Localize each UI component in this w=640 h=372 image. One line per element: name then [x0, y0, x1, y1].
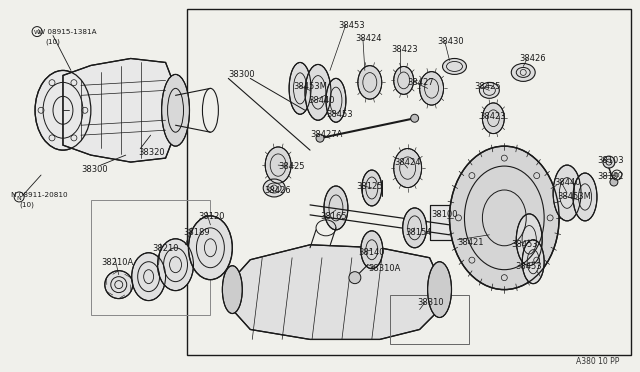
Circle shape: [610, 178, 618, 186]
Text: 38423: 38423: [479, 112, 506, 121]
Ellipse shape: [161, 74, 189, 146]
Ellipse shape: [573, 173, 597, 221]
Ellipse shape: [358, 65, 382, 99]
Ellipse shape: [132, 253, 166, 301]
Ellipse shape: [394, 148, 422, 187]
Ellipse shape: [420, 72, 444, 105]
Ellipse shape: [522, 240, 544, 283]
Text: 38300: 38300: [81, 165, 108, 174]
Text: (10): (10): [45, 39, 60, 45]
Circle shape: [105, 271, 132, 299]
Bar: [429, 205, 469, 240]
Text: 38320: 38320: [139, 148, 165, 157]
Text: (10): (10): [19, 202, 34, 208]
Ellipse shape: [511, 64, 535, 81]
Ellipse shape: [265, 147, 291, 183]
Ellipse shape: [305, 64, 331, 120]
Text: 38453: 38453: [326, 110, 353, 119]
Ellipse shape: [324, 186, 348, 230]
Text: 38423: 38423: [392, 45, 419, 54]
Text: A380 10 PP: A380 10 PP: [575, 357, 619, 366]
Bar: [186, 9, 631, 355]
Bar: [429, 205, 469, 240]
Ellipse shape: [263, 179, 285, 197]
Text: 38440: 38440: [308, 96, 335, 105]
Circle shape: [349, 272, 361, 283]
Text: 38427: 38427: [408, 78, 435, 87]
Text: 38310A: 38310A: [368, 264, 400, 273]
Text: 38426: 38426: [264, 186, 291, 195]
Text: 38102: 38102: [597, 172, 623, 181]
Circle shape: [411, 114, 419, 122]
Text: 38427A: 38427A: [310, 130, 342, 139]
Text: 38426: 38426: [519, 54, 546, 64]
Text: 38125: 38125: [356, 182, 382, 191]
Ellipse shape: [189, 216, 232, 280]
Text: W: W: [34, 30, 40, 35]
Text: 38189: 38189: [184, 228, 210, 237]
Bar: [390, 295, 469, 344]
Ellipse shape: [403, 208, 427, 248]
Text: 38440: 38440: [554, 178, 580, 187]
Ellipse shape: [483, 103, 504, 134]
Text: 38300: 38300: [228, 70, 255, 80]
Polygon shape: [232, 245, 440, 339]
Text: 38120: 38120: [198, 212, 225, 221]
Text: 38421: 38421: [458, 238, 484, 247]
Text: 38424: 38424: [355, 33, 381, 42]
Text: 38453: 38453: [515, 262, 542, 271]
Text: 38154: 38154: [406, 228, 432, 237]
Text: 38430: 38430: [438, 36, 464, 45]
Text: 38103: 38103: [597, 156, 623, 165]
Ellipse shape: [289, 62, 311, 114]
Text: 38425: 38425: [474, 82, 501, 92]
Ellipse shape: [449, 146, 559, 290]
Text: 38424: 38424: [395, 158, 421, 167]
Circle shape: [603, 156, 615, 168]
Ellipse shape: [516, 214, 542, 266]
Ellipse shape: [362, 170, 382, 206]
Ellipse shape: [326, 78, 346, 122]
Text: 38425: 38425: [278, 162, 305, 171]
Text: 38453: 38453: [338, 20, 365, 30]
Ellipse shape: [479, 82, 499, 98]
Ellipse shape: [222, 266, 243, 314]
Text: 38210: 38210: [152, 244, 179, 253]
Text: 38453M: 38453M: [557, 192, 591, 201]
Text: 38453M: 38453M: [293, 82, 327, 92]
Polygon shape: [63, 58, 175, 162]
Ellipse shape: [157, 239, 193, 291]
Text: 38210A: 38210A: [101, 258, 133, 267]
Bar: [91, 200, 211, 314]
Ellipse shape: [553, 165, 581, 221]
Text: W 08915-1381A: W 08915-1381A: [38, 29, 97, 35]
Ellipse shape: [361, 231, 383, 269]
Text: 38140: 38140: [358, 248, 385, 257]
Text: 38100: 38100: [431, 210, 458, 219]
Text: N 08911-20810: N 08911-20810: [11, 192, 68, 198]
Text: N: N: [16, 196, 21, 201]
Ellipse shape: [428, 262, 451, 318]
Text: 38453: 38453: [511, 240, 538, 249]
Text: 38310: 38310: [418, 298, 444, 307]
Ellipse shape: [35, 70, 91, 150]
Text: 38165: 38165: [320, 212, 347, 221]
Ellipse shape: [442, 58, 467, 74]
Circle shape: [316, 134, 324, 142]
Ellipse shape: [394, 67, 413, 94]
